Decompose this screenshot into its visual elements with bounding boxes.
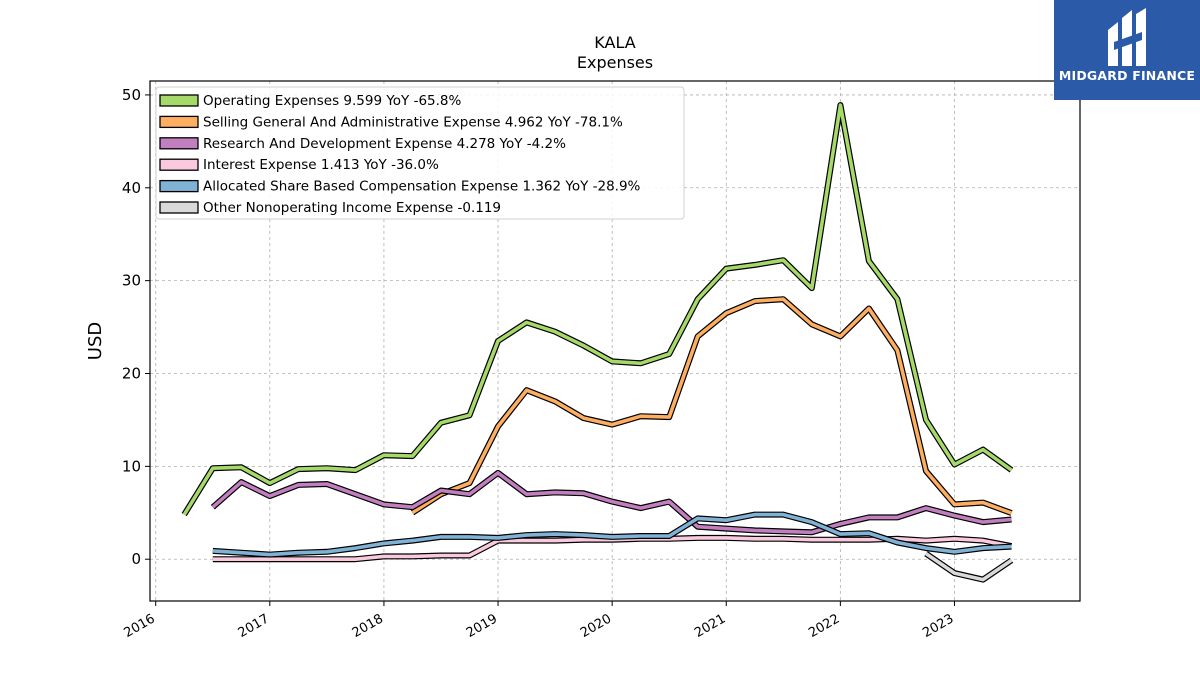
x-tick-label: 2022 [806,611,842,641]
brand-logo: MIDGARD FINANCE [1054,0,1200,100]
x-tick-label: 2023 [920,611,956,641]
legend-label: Research And Development Expense 4.278 Y… [203,136,566,152]
legend-swatch [159,137,199,150]
y-tick-label: 20 [122,365,141,383]
x-tick-label: 2018 [350,611,386,641]
legend: Operating Expenses 9.599 YoY -65.8% Selli… [155,86,685,220]
legend-swatch [159,201,199,214]
series-line-operating-expenses [182,103,1013,516]
midgard-m-logo-icon [1108,8,1146,66]
legend-label: Interest Expense 1.413 YoY -36.0% [203,157,439,173]
series-line-allocated-share-based-compensation-expense [212,512,1012,557]
y-tick-label: 40 [122,179,141,197]
legend-label: Other Nonoperating Income Expense -0.119 [203,200,501,216]
y-axis: 0 10 20 30 40 50 [122,86,150,568]
x-tick-label: 2021 [692,611,728,641]
x-tick-label: 2019 [464,611,500,641]
legend-box [155,86,685,220]
plot-frame [149,80,1081,602]
legend-label: Selling General And Administrative Expen… [203,114,623,130]
legend-label: Operating Expenses 9.599 YoY -65.8% [203,93,462,109]
y-tick-label: 0 [131,550,141,568]
y-tick-label: 10 [122,457,141,475]
legend-label: Allocated Share Based Compensation Expen… [203,179,641,195]
series-line-other-nonoperating-income-expense [924,552,1013,582]
x-axis: 2016 2017 2018 2019 2020 2021 2022 2023 [122,601,956,641]
x-tick-label: 2017 [236,611,272,641]
legend-swatch [159,94,199,107]
series-lines [181,102,1014,583]
x-tick-label: 2016 [122,611,158,641]
series-line-selling-general-and-administrative-expense [411,297,1013,515]
y-tick-label: 50 [122,86,141,104]
legend-swatch [159,179,199,193]
series-line-research-and-development-expense [211,471,1012,535]
x-tick-label: 2020 [578,611,614,641]
chart-title: KALA [594,33,635,52]
chart-subtitle: Expenses [577,53,653,72]
brand-logo-text: MIDGARD FINANCE [1058,68,1196,83]
y-axis-label: USD [85,322,106,360]
y-tick-label: 30 [122,272,141,290]
legend-swatch [159,115,199,129]
legend-swatch [159,158,199,171]
